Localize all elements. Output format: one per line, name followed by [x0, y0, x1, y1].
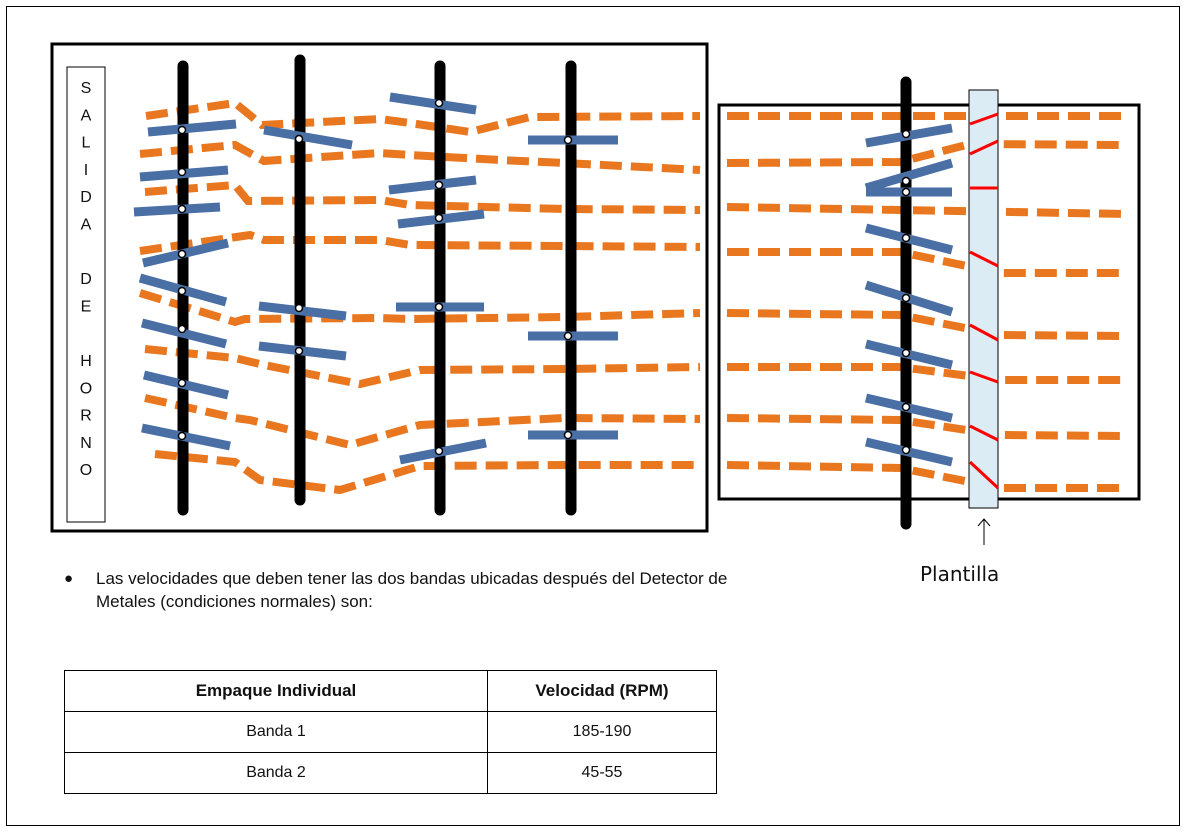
pivot-point [434, 213, 444, 223]
pivot-point [563, 430, 573, 440]
pivot-point [434, 302, 444, 312]
pivot-point [177, 378, 187, 388]
pivot-point [294, 303, 304, 313]
side-letter: R [80, 408, 92, 425]
header-packaging: Empaque Individual [64, 670, 488, 712]
guide-bars [133, 92, 954, 467]
conveyor-lane [727, 248, 1125, 277]
pivot-point [177, 249, 187, 259]
pivot-point [177, 204, 187, 214]
conveyor-lane [726, 139, 1126, 167]
pivot-point [177, 286, 187, 296]
conveyor-lane [726, 309, 1126, 340]
side-letter: I [84, 162, 88, 179]
pivot-point [901, 402, 911, 412]
pivot-point [434, 180, 444, 190]
guide-bar [133, 202, 221, 217]
template-mark [969, 250, 999, 268]
oven-exit-box [50, 42, 709, 533]
guide-bar [140, 318, 228, 349]
conveyor-lane [145, 98, 701, 137]
template-arrow [977, 518, 991, 545]
side-letter: E [81, 298, 92, 315]
side-letter: N [80, 435, 92, 452]
guide-bar [258, 301, 347, 321]
conveyor-lane [138, 289, 701, 327]
bullet-icon: ● [64, 570, 74, 587]
template-mark [969, 370, 999, 384]
guide-bar [389, 92, 477, 115]
speed-table: Empaque Individual Velocidad (RPM) Banda… [64, 670, 717, 794]
guide-bar [864, 158, 954, 193]
pivot-point [434, 446, 444, 456]
table-row: Banda 1 185-190 [64, 711, 717, 753]
pivot-point [177, 431, 187, 441]
guide-bar [263, 125, 353, 150]
guide-bar [142, 370, 230, 400]
table-cell: 45-55 [487, 752, 717, 794]
detector-box [717, 103, 1141, 501]
pivot-point [901, 348, 911, 358]
side-letter: H [80, 353, 92, 370]
template-label: Plantilla [920, 562, 1000, 586]
pivot-point [901, 129, 911, 139]
pivot-point [177, 167, 187, 177]
template-mark [968, 460, 1000, 490]
side-letter: O [80, 462, 92, 479]
oven-exit-label-box [66, 66, 106, 523]
template-mark [969, 424, 999, 442]
table-cell: 185-190 [487, 711, 717, 753]
pivot-point [294, 346, 304, 356]
pivot-point [901, 187, 911, 197]
guide-bar [388, 175, 477, 195]
pivot-point [434, 98, 444, 108]
pivot-point [901, 176, 911, 186]
pivot-point [177, 324, 187, 334]
guide-bar [147, 119, 237, 137]
side-letter: D [80, 189, 92, 206]
template-mark [969, 323, 999, 342]
conveyor-lane [139, 230, 701, 255]
conveyor-lane [154, 450, 700, 495]
conveyor-lanes [138, 98, 1126, 495]
conveyor-lane [727, 363, 1125, 384]
table-row: Banda 2 45-55 [64, 752, 717, 794]
conveyor-lane [726, 203, 1126, 218]
page-frame [6, 6, 1180, 826]
table-header-row: Empaque Individual Velocidad (RPM) [64, 670, 717, 712]
pivot-point [563, 135, 573, 145]
template-marks [968, 112, 1000, 490]
pivot-point [294, 134, 304, 144]
side-letter: A [81, 107, 92, 124]
pivot-point [901, 293, 911, 303]
conveyor-lane [144, 345, 701, 389]
template-mark [969, 139, 999, 156]
side-letter: A [81, 217, 92, 234]
bullet-text: Las velocidades que deben tener las dos … [96, 569, 728, 611]
side-letter: O [80, 380, 92, 397]
side-letter: L [82, 135, 91, 152]
conveyor-lane [139, 140, 701, 174]
pivot-point [177, 125, 187, 135]
template-mark [969, 112, 999, 126]
table-cell: Banda 1 [64, 711, 488, 753]
header-speed: Velocidad (RPM) [487, 670, 717, 712]
side-letter: D [80, 271, 92, 288]
table-cell: Banda 2 [64, 752, 488, 794]
pivot-point [901, 445, 911, 455]
conveyor-lane [726, 461, 1125, 492]
pivot-point [563, 331, 573, 341]
shafts [177, 54, 912, 530]
side-letter: S [81, 80, 92, 97]
pivot-point [901, 233, 911, 243]
conveyor-lane [726, 414, 1126, 440]
